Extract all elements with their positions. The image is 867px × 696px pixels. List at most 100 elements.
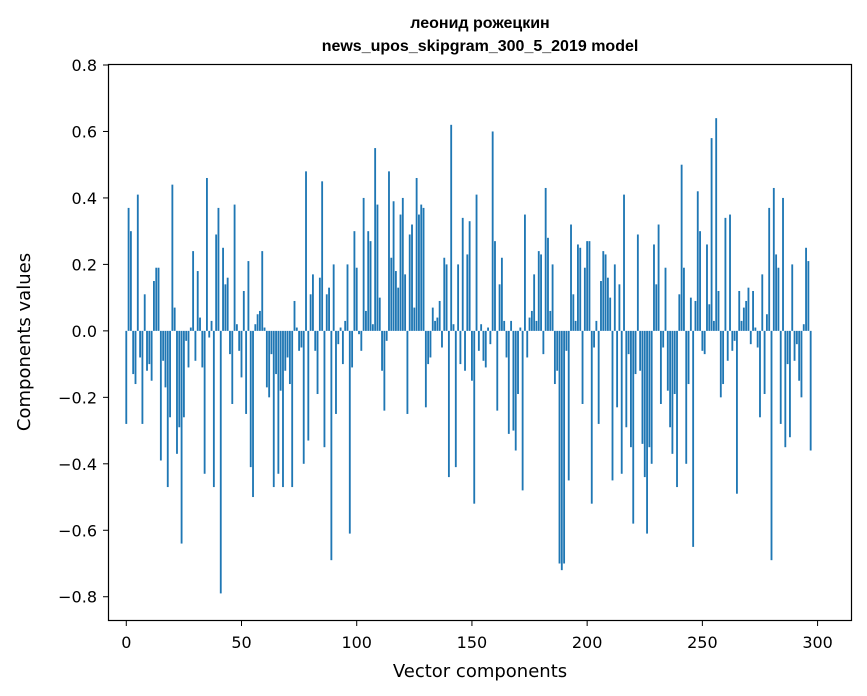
bar-245 (689, 297, 692, 331)
x-tick-label-300: 300 (802, 633, 833, 652)
bar-159 (491, 131, 494, 331)
bar-57 (256, 314, 259, 331)
bar-75 (298, 330, 301, 351)
bar-237 (671, 330, 674, 454)
bar-91 (335, 330, 337, 414)
bar-114 (388, 171, 390, 331)
bar-68 (282, 330, 284, 488)
bar-103 (362, 197, 365, 331)
bar-230 (655, 284, 658, 331)
bar-126 (415, 177, 418, 331)
bar-264 (733, 330, 736, 341)
bar-40 (217, 207, 220, 331)
bar-186 (553, 330, 556, 385)
bar-94 (341, 330, 344, 365)
bar-296 (807, 261, 810, 331)
bar-226 (646, 330, 648, 534)
bar-21 (173, 307, 176, 331)
bar-133 (431, 307, 434, 331)
bar-82 (314, 330, 317, 351)
bar-84 (318, 277, 321, 331)
bar-195 (574, 320, 577, 331)
bar-250 (701, 330, 704, 351)
bar-176 (530, 310, 533, 331)
bar-4 (134, 330, 137, 385)
bar-216 (623, 194, 625, 331)
bar-180 (540, 254, 542, 331)
bar-128 (420, 204, 423, 331)
bar-248 (696, 191, 699, 331)
x-axis: 0 50 100 150 200 250 300 (121, 620, 833, 652)
bar-181 (542, 330, 545, 355)
bar-130 (424, 330, 427, 408)
bar-93 (339, 327, 342, 331)
bar-233 (662, 330, 665, 348)
bar-24 (180, 330, 183, 544)
bar-252 (706, 244, 708, 331)
bar-28 (189, 327, 192, 331)
y-tick-label-8: 0.8 (72, 56, 97, 75)
bar-32 (199, 317, 201, 331)
bar-0 (125, 330, 128, 424)
bar-292 (798, 330, 801, 381)
bar-247 (694, 300, 697, 331)
bar-48 (235, 324, 238, 331)
bar-49 (238, 330, 241, 351)
bar-152 (475, 194, 478, 331)
bar-206 (600, 281, 602, 331)
bar-269 (745, 300, 748, 331)
chart-title-line2: news_upos_skipgram_300_5_2019 model (322, 38, 639, 55)
bar-143 (454, 330, 457, 468)
bar-53 (247, 261, 250, 331)
bar-115 (390, 257, 393, 331)
bar-50 (240, 330, 243, 378)
bar-55 (252, 330, 254, 498)
bar-286 (784, 330, 787, 448)
bar-189 (560, 330, 563, 571)
bar-276 (761, 274, 764, 331)
bar-129 (422, 207, 425, 331)
y-axis: −0.8 −0.6 −0.4 −0.2 0.0 0.2 0.4 0.6 0.8 (58, 56, 109, 607)
bar-59 (261, 251, 264, 331)
bar-257 (717, 290, 720, 331)
bar-262 (729, 214, 731, 331)
bar-277 (763, 330, 766, 395)
bar-266 (738, 290, 741, 331)
bar-244 (687, 330, 690, 385)
bar-144 (457, 264, 460, 331)
y-tick-label-2: −0.4 (58, 455, 97, 474)
bar-113 (385, 330, 388, 341)
bar-124 (411, 224, 413, 331)
bar-117 (394, 271, 397, 331)
bar-72 (291, 330, 294, 488)
bar-200 (586, 241, 589, 331)
bar-253 (708, 304, 711, 331)
bar-116 (392, 201, 395, 331)
bar-279 (768, 207, 771, 331)
bar-79 (307, 330, 310, 441)
bar-202 (590, 330, 593, 504)
bar-162 (498, 284, 501, 331)
chart-title-line1: леонид рожецкин (410, 15, 549, 32)
bar-63 (270, 330, 273, 355)
bar-287 (786, 330, 789, 365)
bar-220 (632, 330, 635, 524)
bar-147 (464, 330, 466, 371)
y-tick-label-0: −0.8 (58, 588, 97, 607)
y-tick-label-7: 0.6 (72, 122, 97, 141)
bar-54 (249, 330, 252, 468)
bar-187 (556, 330, 559, 371)
bar-97 (348, 330, 351, 534)
bar-184 (549, 310, 552, 331)
bar-34 (203, 330, 206, 474)
x-tick-label-0: 0 (121, 633, 131, 652)
bar-259 (722, 330, 725, 385)
bar-172 (521, 330, 524, 491)
bar-183 (547, 237, 549, 331)
bar-168 (512, 330, 515, 431)
y-tick-label-5: 0.2 (72, 255, 97, 274)
bar-36 (208, 330, 211, 338)
bar-197 (579, 247, 582, 331)
bar-157 (487, 327, 489, 331)
bar-242 (683, 267, 685, 331)
